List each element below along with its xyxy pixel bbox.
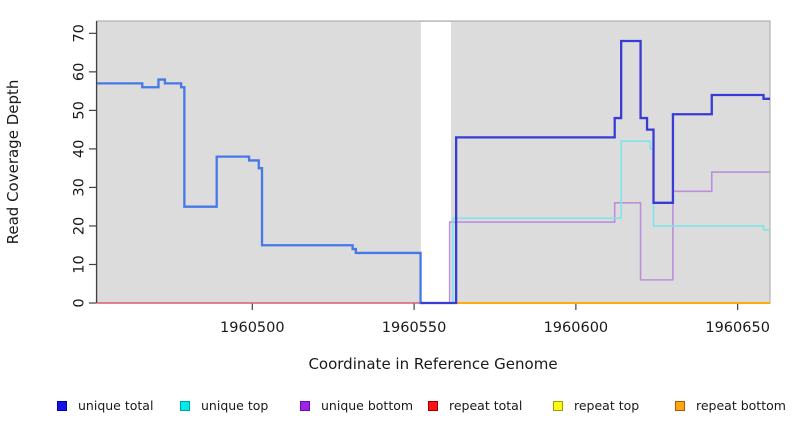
- legend-label: unique top: [201, 398, 269, 413]
- x-tick-label: 1960550: [382, 320, 447, 336]
- y-tick-label: 0: [72, 298, 88, 307]
- unique-total-swatch-icon: [57, 401, 67, 411]
- legend-item-repeat-total: repeat total: [428, 398, 522, 414]
- legend-item-repeat-bottom: repeat bottom: [675, 398, 786, 414]
- legend-item-unique-top: unique top: [180, 398, 268, 414]
- series-line-unique-total-right-of-gap-: [420, 39, 770, 305]
- legend-label: repeat top: [574, 398, 640, 413]
- legend-item-unique-bottom: unique bottom: [300, 398, 413, 414]
- y-tick-label: 30: [72, 178, 88, 196]
- series-line-unique-total-left-of-gap-: [97, 78, 424, 305]
- x-tick-label: 1960500: [220, 320, 285, 336]
- series-line-unique-top: [452, 140, 770, 303]
- unique-top-swatch-icon: [180, 401, 190, 411]
- y-axis-title: Read Coverage Depth: [4, 80, 22, 245]
- y-tick-label: 70: [72, 24, 88, 42]
- legend-item-unique-total: unique total: [57, 398, 153, 414]
- y-tick-label: 20: [72, 217, 88, 235]
- y-tick-label: 50: [72, 101, 88, 119]
- unique-bottom-swatch-icon: [300, 401, 310, 411]
- legend-label: unique bottom: [321, 398, 414, 413]
- x-axis-title: Coordinate in Reference Genome: [308, 355, 557, 373]
- legend-label: repeat bottom: [696, 398, 786, 413]
- series-line-unique-bottom: [448, 171, 770, 303]
- y-tick-label: 10: [72, 255, 88, 273]
- repeat-bottom-swatch-icon: [675, 401, 685, 411]
- repeat-top-swatch-icon: [553, 401, 563, 411]
- y-tick-label: 40: [72, 140, 88, 158]
- x-tick-label: 1960650: [705, 320, 770, 336]
- plot-area: 0 10 20 30 40 50 60 70 1960500 1960550 1960600 1960…: [72, 20, 771, 336]
- x-tick-label: 1960600: [544, 320, 609, 336]
- legend-item-repeat-top: repeat top: [553, 398, 639, 414]
- legend-label: unique total: [78, 398, 154, 413]
- no-data-gap: [420, 22, 451, 303]
- legend-label: repeat total: [449, 398, 523, 413]
- repeat-total-swatch-icon: [428, 401, 438, 411]
- y-tick-label: 60: [72, 63, 88, 81]
